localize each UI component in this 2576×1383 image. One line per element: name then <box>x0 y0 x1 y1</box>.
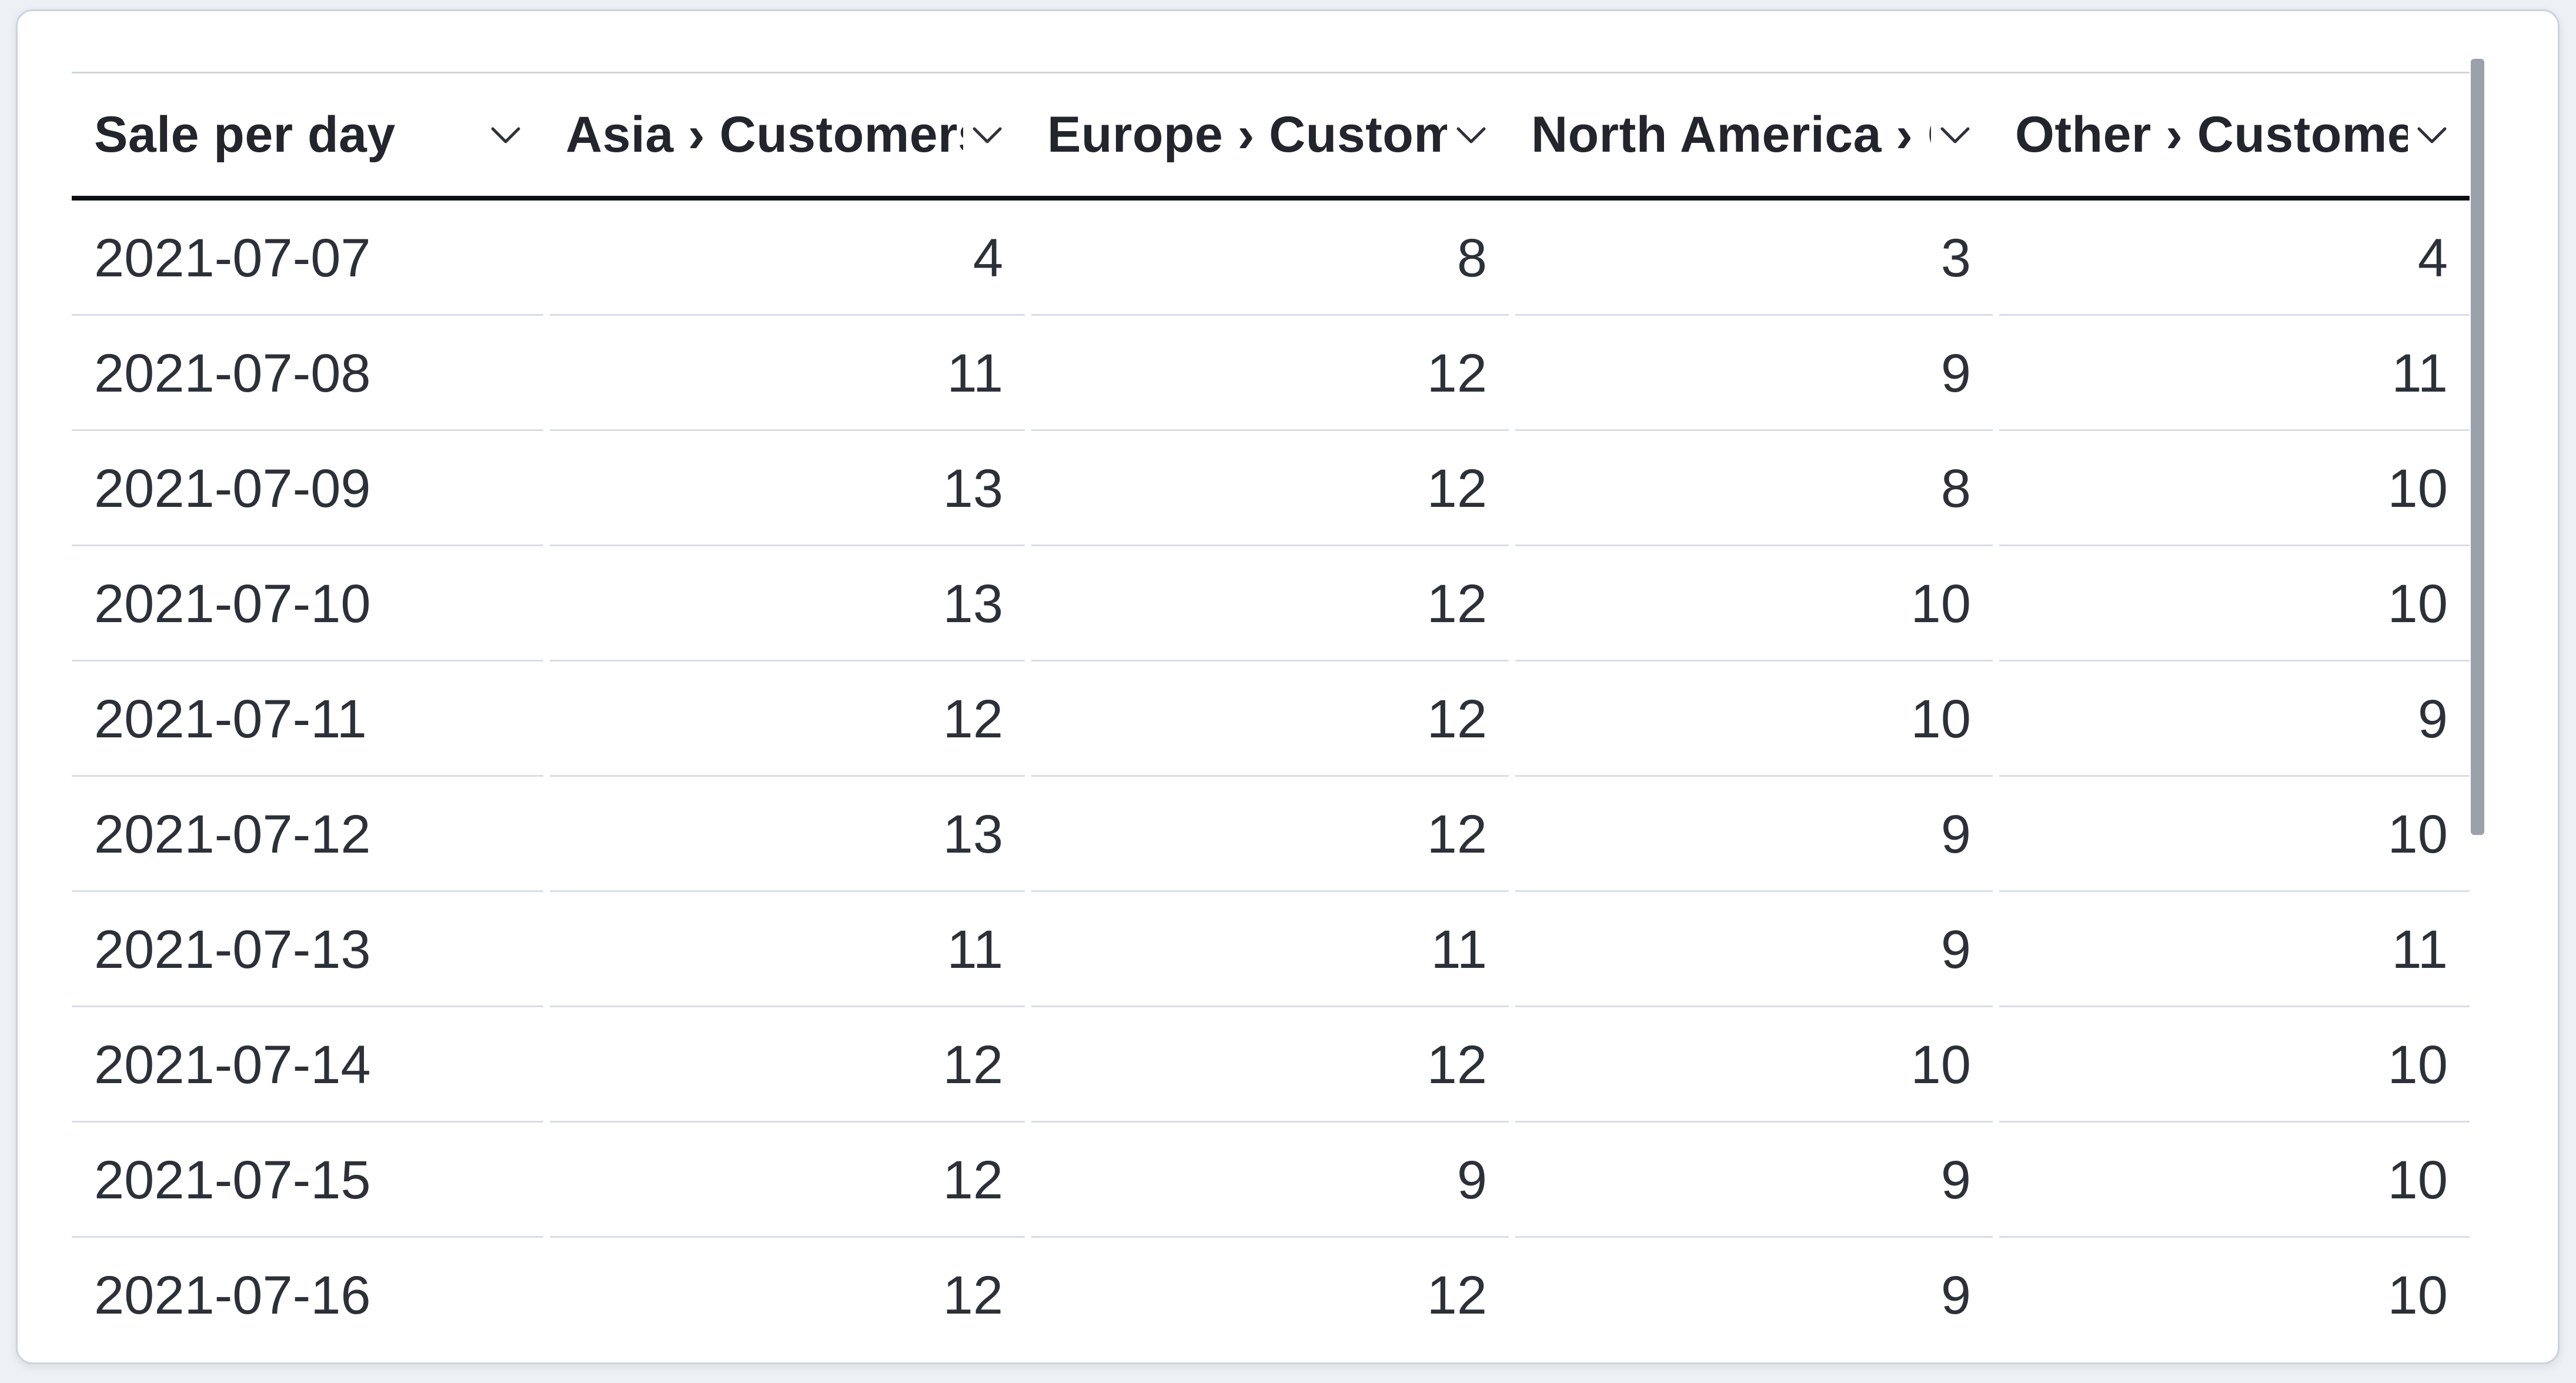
value-cell[interactable]: 13 <box>543 546 1025 662</box>
value-cell[interactable]: 11 <box>543 316 1025 431</box>
value-cell[interactable]: 11 <box>1993 892 2470 1007</box>
column-header-label: Europe › Customers <box>1047 106 1447 163</box>
table-row: 2021-07-11 12 12 10 9 <box>72 662 2470 777</box>
value-cell[interactable]: 9 <box>1940 1265 1971 1325</box>
table-row: 2021-07-08 11 12 9 11 <box>72 316 2470 431</box>
value-cell[interactable]: 11 <box>1993 316 2470 431</box>
date-cell[interactable]: 2021-07-08 <box>72 316 543 431</box>
value-cell[interactable]: 12 <box>1025 1007 1509 1123</box>
column-header-asia-customers[interactable]: Asia › Customers <box>543 74 1025 196</box>
value-cell[interactable]: 11 <box>543 892 1025 1007</box>
value-cell[interactable]: 9 <box>1509 777 1993 892</box>
chevron-down-icon[interactable] <box>2416 123 2448 146</box>
table-row: 2021-07-07 4 8 3 4 <box>72 201 2470 316</box>
value-cell[interactable]: 8 <box>1025 201 1509 316</box>
value-cell[interactable]: 10 <box>1993 777 2470 892</box>
chevron-down-icon[interactable] <box>490 123 522 146</box>
date-cell[interactable]: 2021-07-10 <box>72 546 543 662</box>
column-header-north-america-customers[interactable]: North America › Customers <box>1509 74 1993 196</box>
date-cell[interactable]: 2021-07-11 <box>72 662 543 777</box>
value-cell[interactable]: 12 <box>543 1123 1025 1238</box>
value-cell[interactable]: 12 <box>943 1265 1003 1325</box>
value-cell[interactable]: 10 <box>1993 546 2470 662</box>
table-row: 2021-07-09 13 12 8 10 <box>72 431 2470 546</box>
value-cell[interactable]: 12 <box>543 662 1025 777</box>
date-cell[interactable]: 2021-07-13 <box>72 892 543 1007</box>
value-cell[interactable]: 9 <box>1509 1123 1993 1238</box>
data-table: Sale per day Asia › Customers Europe › C… <box>72 72 2470 1353</box>
value-cell[interactable]: 9 <box>1509 892 1993 1007</box>
table-card: Sale per day Asia › Customers Europe › C… <box>16 9 2560 1364</box>
chevron-down-icon[interactable] <box>1455 123 1487 146</box>
value-cell[interactable]: 12 <box>1025 546 1509 662</box>
value-cell[interactable]: 3 <box>1509 201 1993 316</box>
value-cell[interactable]: 10 <box>1509 1007 1993 1123</box>
column-header-europe-customers[interactable]: Europe › Customers <box>1025 74 1509 196</box>
table-row: 2021-07-10 13 12 10 10 <box>72 546 2470 662</box>
value-cell[interactable]: 12 <box>1025 431 1509 546</box>
value-cell[interactable]: 9 <box>1993 662 2470 777</box>
value-cell[interactable]: 10 <box>1993 1123 2470 1238</box>
value-cell[interactable]: 10 <box>1993 431 2470 546</box>
value-cell[interactable]: 4 <box>1993 201 2470 316</box>
value-cell[interactable]: 10 <box>1993 1007 2470 1123</box>
date-cell[interactable]: 2021-07-07 <box>72 201 543 316</box>
value-cell[interactable]: 8 <box>1509 431 1993 546</box>
value-cell[interactable]: 12 <box>1025 316 1509 431</box>
date-cell[interactable]: 2021-07-14 <box>72 1007 543 1123</box>
column-header-label: Asia › Customers <box>566 106 963 163</box>
value-cell[interactable]: 12 <box>1025 777 1509 892</box>
column-header-label: North America › Customers <box>1531 106 1931 163</box>
value-cell[interactable]: 10 <box>2387 1265 2448 1325</box>
value-cell[interactable]: 9 <box>1509 316 1993 431</box>
value-cell[interactable]: 10 <box>1509 662 1993 777</box>
value-cell[interactable]: 13 <box>543 777 1025 892</box>
table-row: 2021-07-14 12 12 10 10 <box>72 1007 2470 1123</box>
column-header-sale-per-day[interactable]: Sale per day <box>72 74 543 196</box>
value-cell[interactable]: 9 <box>1025 1123 1509 1238</box>
value-cell[interactable]: 12 <box>1426 1265 1487 1325</box>
value-cell[interactable]: 13 <box>543 431 1025 546</box>
table-row: 2021-07-13 11 11 9 11 <box>72 892 2470 1007</box>
date-cell[interactable]: 2021-07-16 <box>94 1265 371 1325</box>
date-cell[interactable]: 2021-07-09 <box>72 431 543 546</box>
column-header-label: Sale per day <box>94 106 396 163</box>
vertical-scrollbar-thumb[interactable] <box>2471 59 2484 835</box>
column-header-label: Other › Customers <box>2015 106 2408 163</box>
table-header-row: Sale per day Asia › Customers Europe › C… <box>72 72 2470 201</box>
column-header-other-customers[interactable]: Other › Customers <box>1993 74 2470 196</box>
value-cell[interactable]: 12 <box>543 1007 1025 1123</box>
date-cell[interactable]: 2021-07-15 <box>72 1123 543 1238</box>
chevron-down-icon[interactable] <box>971 123 1003 146</box>
table-row: 2021-07-12 13 12 9 10 <box>72 777 2470 892</box>
value-cell[interactable]: 12 <box>1025 662 1509 777</box>
table-row: 2021-07-15 12 9 9 10 <box>72 1123 2470 1238</box>
value-cell[interactable]: 4 <box>543 201 1025 316</box>
date-cell[interactable]: 2021-07-12 <box>72 777 543 892</box>
value-cell[interactable]: 10 <box>1509 546 1993 662</box>
value-cell[interactable]: 11 <box>1025 892 1509 1007</box>
table-row: 2021-07-16 12 12 9 10 <box>72 1238 2470 1353</box>
chevron-down-icon[interactable] <box>1939 123 1971 146</box>
